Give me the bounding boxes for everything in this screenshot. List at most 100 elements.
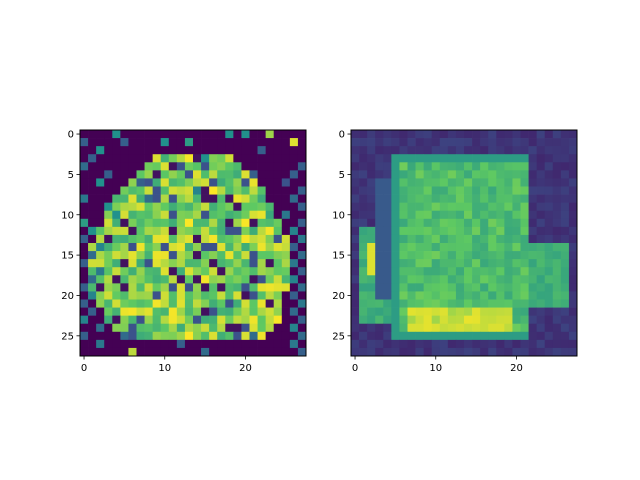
heatmap-cell [528, 154, 537, 163]
heatmap-cell [225, 315, 234, 325]
heatmap-cell [209, 226, 218, 236]
heatmap-cell [447, 130, 457, 139]
heatmap-cell [520, 226, 529, 236]
heatmap-cell [120, 339, 129, 349]
heatmap-cell [455, 186, 465, 195]
heatmap-cell [480, 194, 489, 203]
heatmap-cell [415, 186, 424, 195]
heatmap-cell [488, 339, 497, 349]
heatmap-cell [80, 130, 89, 139]
heatmap-cell [184, 170, 194, 179]
heatmap-cell [472, 291, 481, 300]
y-tick-label: 5 [339, 170, 345, 181]
heatmap-cell [193, 234, 202, 244]
heatmap-cell [488, 194, 497, 203]
heatmap-cell [568, 162, 578, 171]
heatmap-cell [464, 210, 473, 220]
heatmap-cell [176, 323, 186, 333]
heatmap-cell [391, 194, 400, 203]
heatmap-cell [225, 170, 234, 179]
heatmap-cell [464, 331, 473, 341]
heatmap-cell [512, 339, 521, 349]
heatmap-cell [536, 251, 546, 260]
heatmap-cell [160, 218, 170, 228]
heatmap-cell [512, 202, 521, 212]
heatmap-cell [496, 259, 505, 268]
heatmap-cell [297, 202, 307, 212]
heatmap-cell [536, 283, 546, 292]
heatmap-cell [144, 130, 153, 139]
heatmap-cell [289, 267, 299, 276]
heatmap-cell [447, 170, 457, 179]
heatmap-cell [560, 194, 570, 203]
heatmap-cell [407, 154, 416, 163]
heatmap-cell [528, 267, 537, 276]
heatmap-cell [273, 275, 283, 284]
heatmap-cell [520, 251, 529, 260]
heatmap-cell [217, 170, 226, 179]
heatmap-cell [383, 162, 392, 171]
heatmap-cell [128, 283, 137, 292]
heatmap-cell [504, 218, 513, 228]
heatmap-cell [351, 291, 360, 300]
heatmap-cell [560, 210, 570, 220]
heatmap-cell [399, 146, 408, 155]
heatmap-cell [225, 291, 234, 300]
heatmap-cell [423, 339, 433, 349]
heatmap-cell [88, 323, 97, 333]
heatmap-cell [209, 275, 218, 284]
heatmap-cell [415, 339, 424, 349]
heatmap-cell [504, 146, 513, 155]
heatmap-cell [249, 307, 258, 316]
heatmap-cell [488, 267, 497, 276]
heatmap-cell [552, 226, 562, 236]
heatmap-cell [217, 218, 226, 228]
heatmap-cell [391, 339, 400, 349]
heatmap-cell [297, 331, 307, 341]
heatmap-cell [104, 234, 113, 244]
heatmap-cell [168, 267, 178, 276]
heatmap-cell [472, 202, 481, 212]
heatmap-cell [480, 251, 489, 260]
heatmap-cell [472, 146, 481, 155]
heatmap-cell [176, 218, 186, 228]
heatmap-cell [281, 210, 291, 220]
heatmap-cell [447, 275, 457, 284]
heatmap-cell [96, 251, 105, 260]
heatmap-cell [209, 339, 218, 349]
heatmap-cell [528, 259, 537, 268]
heatmap-cell [464, 307, 473, 316]
heatmap-cell [128, 275, 137, 284]
heatmap-cell [383, 307, 392, 316]
heatmap-cell [209, 194, 218, 203]
heatmap-cell [104, 178, 113, 187]
heatmap-cell [80, 162, 89, 171]
heatmap-cell [273, 315, 283, 325]
heatmap-cell [273, 202, 283, 212]
heatmap-cell [488, 275, 497, 284]
heatmap-cell [176, 331, 186, 341]
heatmap-cell [297, 154, 307, 163]
heatmap-cell [136, 138, 145, 147]
heatmap-cell [544, 331, 554, 341]
heatmap-cell [265, 234, 275, 244]
heatmap-cell [544, 291, 554, 300]
y-tick-label: 5 [68, 170, 74, 181]
heatmap-cell [415, 154, 424, 163]
heatmap-cell [209, 283, 218, 292]
heatmap-cell [104, 275, 113, 284]
heatmap-cell [225, 283, 234, 292]
heatmap-cell [391, 331, 400, 341]
heatmap-cell [281, 218, 291, 228]
heatmap-cell [504, 307, 513, 316]
heatmap-cell [415, 243, 424, 252]
heatmap-cell [391, 226, 400, 236]
heatmap-cell [512, 307, 521, 316]
heatmap-cell [112, 275, 121, 284]
heatmap-cell [144, 210, 153, 220]
heatmap-cell [120, 162, 129, 171]
heatmap-cell [536, 226, 546, 236]
heatmap-cell [439, 234, 449, 244]
heatmap-cell [201, 194, 210, 203]
heatmap-cell [544, 226, 554, 236]
